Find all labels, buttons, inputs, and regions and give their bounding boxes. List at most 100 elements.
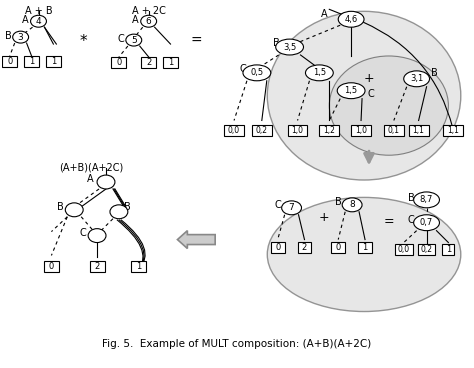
Bar [44,261,59,272]
Ellipse shape [88,229,106,243]
Bar [131,261,146,272]
Text: 8: 8 [349,200,355,209]
Text: C: C [408,215,415,225]
Text: 0: 0 [336,243,341,252]
Bar [351,125,371,136]
Bar [141,57,156,68]
Text: 1: 1 [136,262,141,271]
Text: 8,7: 8,7 [420,195,433,204]
Bar [288,125,308,136]
Text: 0,1: 0,1 [388,126,400,135]
Ellipse shape [414,215,439,231]
Text: 7: 7 [289,203,294,212]
Ellipse shape [276,39,303,55]
Text: 0: 0 [7,57,12,67]
Text: 1,0: 1,0 [355,126,367,135]
Ellipse shape [141,15,156,27]
Bar [298,242,311,253]
Bar [358,242,372,253]
Text: B: B [56,202,64,212]
Text: 0: 0 [116,59,121,67]
Text: =: = [383,215,394,228]
Text: 0,7: 0,7 [420,218,433,227]
Text: 3: 3 [18,33,24,42]
Text: 1,5: 1,5 [313,68,326,77]
Text: (A+B)(A+2C): (A+B)(A+2C) [59,162,123,172]
Bar [46,56,61,67]
Bar [24,56,39,67]
Text: 5: 5 [131,36,137,45]
Ellipse shape [267,11,461,180]
Text: C: C [117,34,124,44]
Ellipse shape [329,56,448,155]
Bar [319,125,339,136]
Bar [331,242,345,253]
Text: 0,2: 0,2 [256,126,268,135]
Text: 1: 1 [29,57,34,67]
Bar [444,125,463,136]
Bar [442,244,455,255]
Ellipse shape [13,31,28,43]
Text: A: A [321,9,328,20]
Text: 1,1: 1,1 [413,126,425,135]
Text: +: + [364,72,374,85]
Text: 0: 0 [275,243,280,252]
Text: B: B [430,68,438,78]
Text: 0,0: 0,0 [228,126,240,135]
Text: B: B [124,202,131,212]
Text: C: C [275,200,282,210]
Text: 4,6: 4,6 [345,15,358,24]
Text: A: A [132,15,139,25]
Text: B: B [5,31,12,41]
Ellipse shape [338,11,364,27]
Text: =: = [191,34,202,48]
Ellipse shape [97,175,115,189]
Text: C: C [239,64,246,74]
Bar [418,244,436,255]
Text: 1: 1 [168,59,173,67]
Ellipse shape [342,198,362,212]
Bar [111,57,127,68]
Text: 2: 2 [94,262,100,271]
Ellipse shape [414,192,439,208]
Bar [384,125,404,136]
Text: 3,5: 3,5 [283,43,296,52]
Text: B: B [273,38,280,48]
Ellipse shape [282,201,301,215]
Bar [224,125,244,136]
Text: 1,0: 1,0 [292,126,303,135]
Ellipse shape [243,65,271,81]
Text: A: A [22,15,28,25]
Bar [271,242,285,253]
Text: 1,2: 1,2 [323,126,335,135]
Text: C: C [80,228,86,238]
Text: 0,2: 0,2 [420,245,433,254]
Bar [409,125,428,136]
Text: 2: 2 [146,59,151,67]
Bar [395,244,413,255]
Ellipse shape [65,203,83,217]
Text: 0,0: 0,0 [398,245,410,254]
Text: B: B [336,197,342,207]
Text: 0,5: 0,5 [250,68,264,77]
Text: A + 2C: A + 2C [132,6,165,16]
Text: Fig. 5.  Example of MULT composition: (A+B)(A+2C): Fig. 5. Example of MULT composition: (A+… [102,339,372,349]
Ellipse shape [404,71,429,87]
Text: 3,1: 3,1 [410,74,423,83]
Ellipse shape [30,15,46,27]
Text: 1,1: 1,1 [447,126,459,135]
Bar [2,56,17,67]
Text: 1,5: 1,5 [345,86,358,95]
Ellipse shape [337,83,365,99]
Bar [90,261,104,272]
Ellipse shape [110,205,128,219]
Bar [252,125,272,136]
Bar [163,57,178,68]
Ellipse shape [305,65,333,81]
Ellipse shape [126,34,142,46]
Text: 1: 1 [363,243,368,252]
Text: A + B: A + B [25,6,52,16]
Text: C: C [367,89,374,99]
Ellipse shape [267,197,461,312]
Text: 1: 1 [51,57,56,67]
